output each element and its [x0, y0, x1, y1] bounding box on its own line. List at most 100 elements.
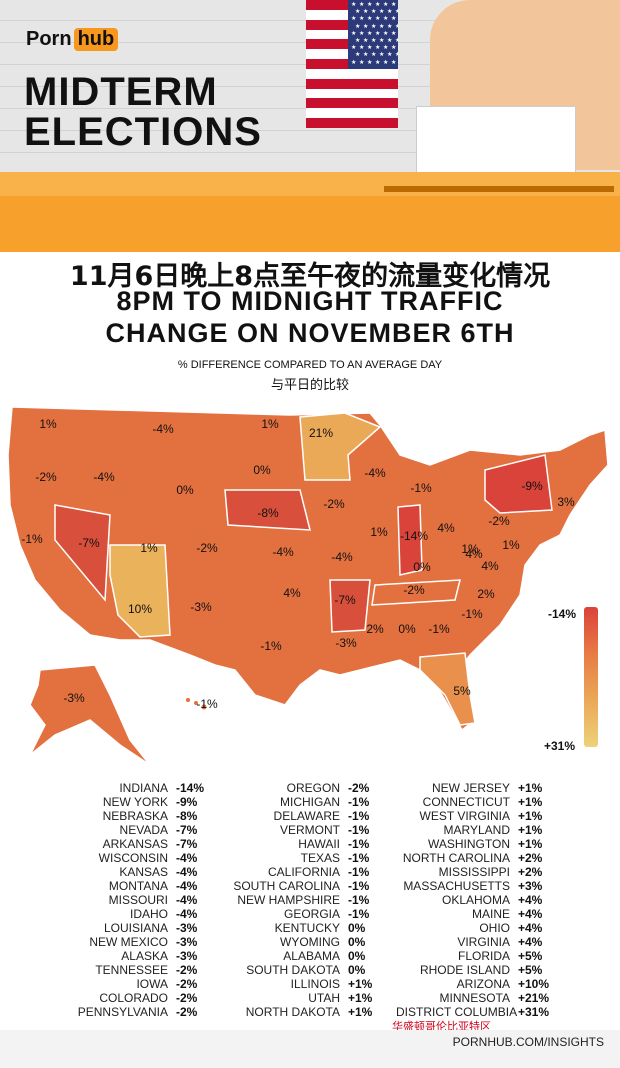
flag-star: ★: [359, 29, 365, 37]
footer: PORNHUB.COM/INSIGHTS: [0, 1030, 620, 1068]
table-row: RHODE ISLAND +5%: [396, 963, 554, 977]
logo-left-text: Porn: [26, 28, 72, 50]
table-row: IDAHO -4%: [60, 907, 206, 921]
us-mainland-shape: [7, 406, 609, 732]
state-name: LOUISIANA: [103, 921, 168, 935]
state-value: -2%: [176, 977, 198, 991]
table-column-3: NEW JERSEY +1% CONNECTICUT +1% WEST VIRGINIA…: [396, 781, 554, 1019]
state-name: IOWA: [136, 977, 168, 991]
state-name: DELAWARE: [273, 809, 340, 823]
state-value: -1%: [348, 795, 370, 809]
table-row: MAINE +4%: [396, 907, 554, 921]
table-row: IOWA -2%: [60, 977, 206, 991]
state-value: -3%: [176, 921, 198, 935]
state-value: -1%: [348, 893, 370, 907]
state-name: ALABAMA: [283, 949, 340, 963]
header-title-line2: ELECTIONS: [24, 110, 262, 154]
state-value: +1%: [348, 991, 373, 1005]
state-value: -4%: [176, 879, 198, 893]
state-name: KENTUCKY: [274, 921, 340, 935]
state-name: MONTANA: [108, 879, 168, 893]
state-name: OREGON: [286, 781, 340, 795]
state-florida-shape: [419, 652, 476, 726]
state-value: +31%: [518, 1005, 550, 1019]
state-name: MISSOURI: [108, 893, 168, 907]
flag-star: ★: [379, 22, 385, 30]
table-row: OHIO +4%: [396, 921, 554, 935]
map-value-label: 10%: [128, 602, 152, 616]
state-name: KANSAS: [119, 865, 168, 879]
state-name: WEST VIRGINIA: [419, 809, 510, 823]
map-value-label: 1%: [502, 538, 520, 552]
state-nebraska-shape: [224, 489, 311, 531]
state-alaska-shape: [29, 664, 151, 766]
chart-subtitle-cn: 与平日的比较: [270, 378, 349, 393]
state-hawaii-shape: [201, 704, 207, 710]
state-value: -4%: [176, 893, 198, 907]
state-name: COLORADO: [99, 991, 168, 1005]
brick-line: [0, 130, 620, 131]
state-value: +1%: [518, 781, 543, 795]
map-value-label: 4%: [437, 521, 455, 535]
map-value-label: -1%: [461, 607, 483, 621]
table-row: DISTRICT COLUMBIA +31%: [396, 1005, 554, 1019]
map-value-label: 4%: [283, 586, 301, 600]
footer-url: PORNHUB.COM/INSIGHTS: [452, 1035, 604, 1049]
state-name: OHIO: [479, 921, 510, 935]
us-flag-icon: ★ ★ ★ ★ ★ ★ ★ ★ ★ ★ ★ ★ ★ ★ ★ ★ ★ ★ ★ ★ ★ ★ ★ ★ ★ ★ ★ ★ ★ ★ ★ ★ ★ ★ ★ ★ ★ ★ ★ ★…: [306, 0, 398, 128]
table-row: VIRGINIA +4%: [396, 935, 554, 949]
state-name: TENNESSEE: [95, 963, 168, 977]
state-name: WYOMING: [280, 935, 340, 949]
flag-star: ★: [383, 1, 389, 8]
state-nevada-shape: [54, 504, 111, 602]
state-name: ARIZONA: [456, 977, 510, 991]
flag-star: ★: [355, 51, 361, 59]
map-value-label: -4%: [272, 545, 294, 559]
state-name: VERMONT: [280, 823, 340, 837]
flag-star: ★: [375, 44, 381, 52]
ballot-box: [0, 196, 620, 252]
map-value-label: -1%: [428, 622, 450, 636]
state-value: -4%: [176, 865, 198, 879]
state-value: -1%: [348, 865, 370, 879]
flag-star: ★: [383, 44, 389, 52]
map-value-label: -7%: [334, 593, 356, 607]
state-name: IDAHO: [129, 907, 168, 921]
table-row: LOUISIANA -3%: [60, 921, 206, 935]
state-value: -1%: [348, 879, 370, 893]
flag-star: ★: [351, 1, 357, 8]
flag-star: ★: [387, 22, 393, 30]
state-tennessee-shape: [371, 579, 461, 606]
table-column-1: INDIANA -14% NEW YORK -9% NEBRASKA -8% NEVADA -…: [60, 781, 206, 1019]
flag-star: ★: [363, 37, 369, 44]
state-name: UTAH: [308, 991, 340, 1005]
state-value: -1%: [348, 851, 370, 865]
flag-star: ★: [355, 8, 361, 16]
table-row: HAWAII -1%: [232, 837, 378, 851]
flag-star: ★: [351, 29, 357, 37]
map-value-label: 21%: [309, 426, 333, 440]
map-value-label: 4%: [465, 547, 483, 561]
flag-star: ★: [379, 51, 385, 59]
state-name: MINNESOTA: [439, 991, 510, 1005]
chart-title-en-2: CHANGE ON NOVEMBER 6TH: [105, 318, 515, 348]
state-value: -9%: [176, 795, 198, 809]
table-row: NEW JERSEY +1%: [396, 781, 554, 795]
table-row: SOUTH CAROLINA -1%: [232, 879, 378, 893]
map-value-label: -4%: [364, 466, 386, 480]
map-value-label: 3%: [557, 495, 575, 509]
state-value: -3%: [176, 935, 198, 949]
table-row: MICHIGAN -1%: [232, 795, 378, 809]
flag-star: ★: [395, 8, 398, 16]
table-row: UTAH +1%: [232, 991, 378, 1005]
table-row: VERMONT -1%: [232, 823, 378, 837]
flag-star: ★: [375, 29, 381, 37]
map-value-label: -4%: [331, 550, 353, 564]
table-row: NEW MEXICO -3%: [60, 935, 206, 949]
state-name: MASSACHUSETTS: [403, 879, 510, 893]
map-value-label: 0%: [253, 463, 271, 477]
table-row: WEST VIRGINIA +1%: [396, 809, 554, 823]
state-value: -1%: [348, 809, 370, 823]
map-value-label: -2%: [196, 541, 218, 555]
state-name: CALIFORNIA: [267, 865, 340, 879]
